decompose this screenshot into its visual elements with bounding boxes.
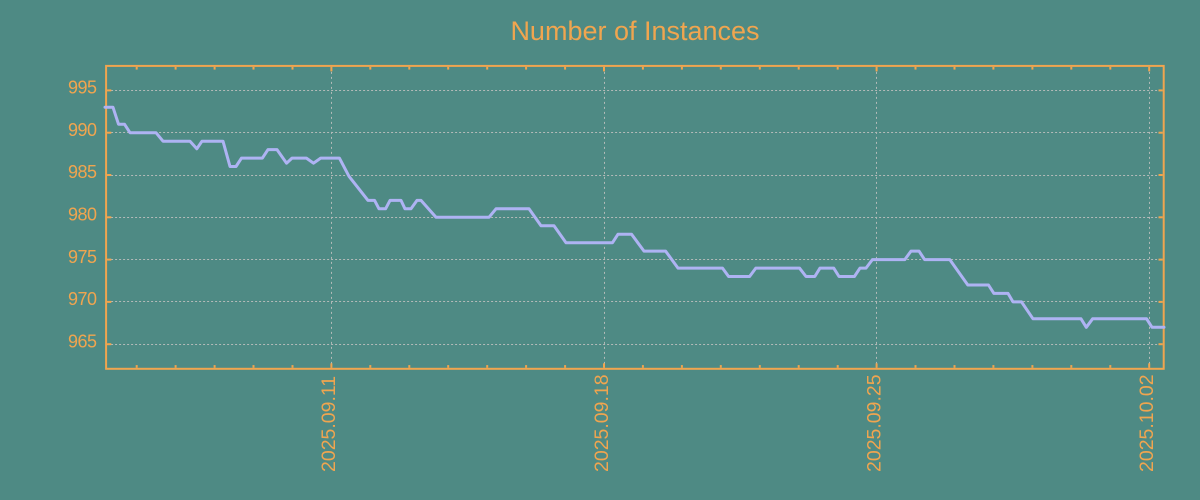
svg-text:965: 965 (68, 331, 97, 351)
svg-text:2025.09.18: 2025.09.18 (591, 374, 613, 472)
svg-text:2025.10.02: 2025.10.02 (1136, 374, 1158, 472)
svg-text:2025.09.25: 2025.09.25 (863, 374, 885, 472)
svg-text:990: 990 (68, 120, 97, 140)
svg-text:975: 975 (68, 247, 97, 267)
svg-text:2025.09.11: 2025.09.11 (318, 376, 340, 472)
svg-text:970: 970 (68, 289, 97, 309)
svg-text:Number of Instances: Number of Instances (510, 16, 759, 46)
svg-text:995: 995 (68, 78, 97, 98)
svg-text:980: 980 (68, 205, 97, 225)
svg-text:985: 985 (68, 162, 97, 182)
